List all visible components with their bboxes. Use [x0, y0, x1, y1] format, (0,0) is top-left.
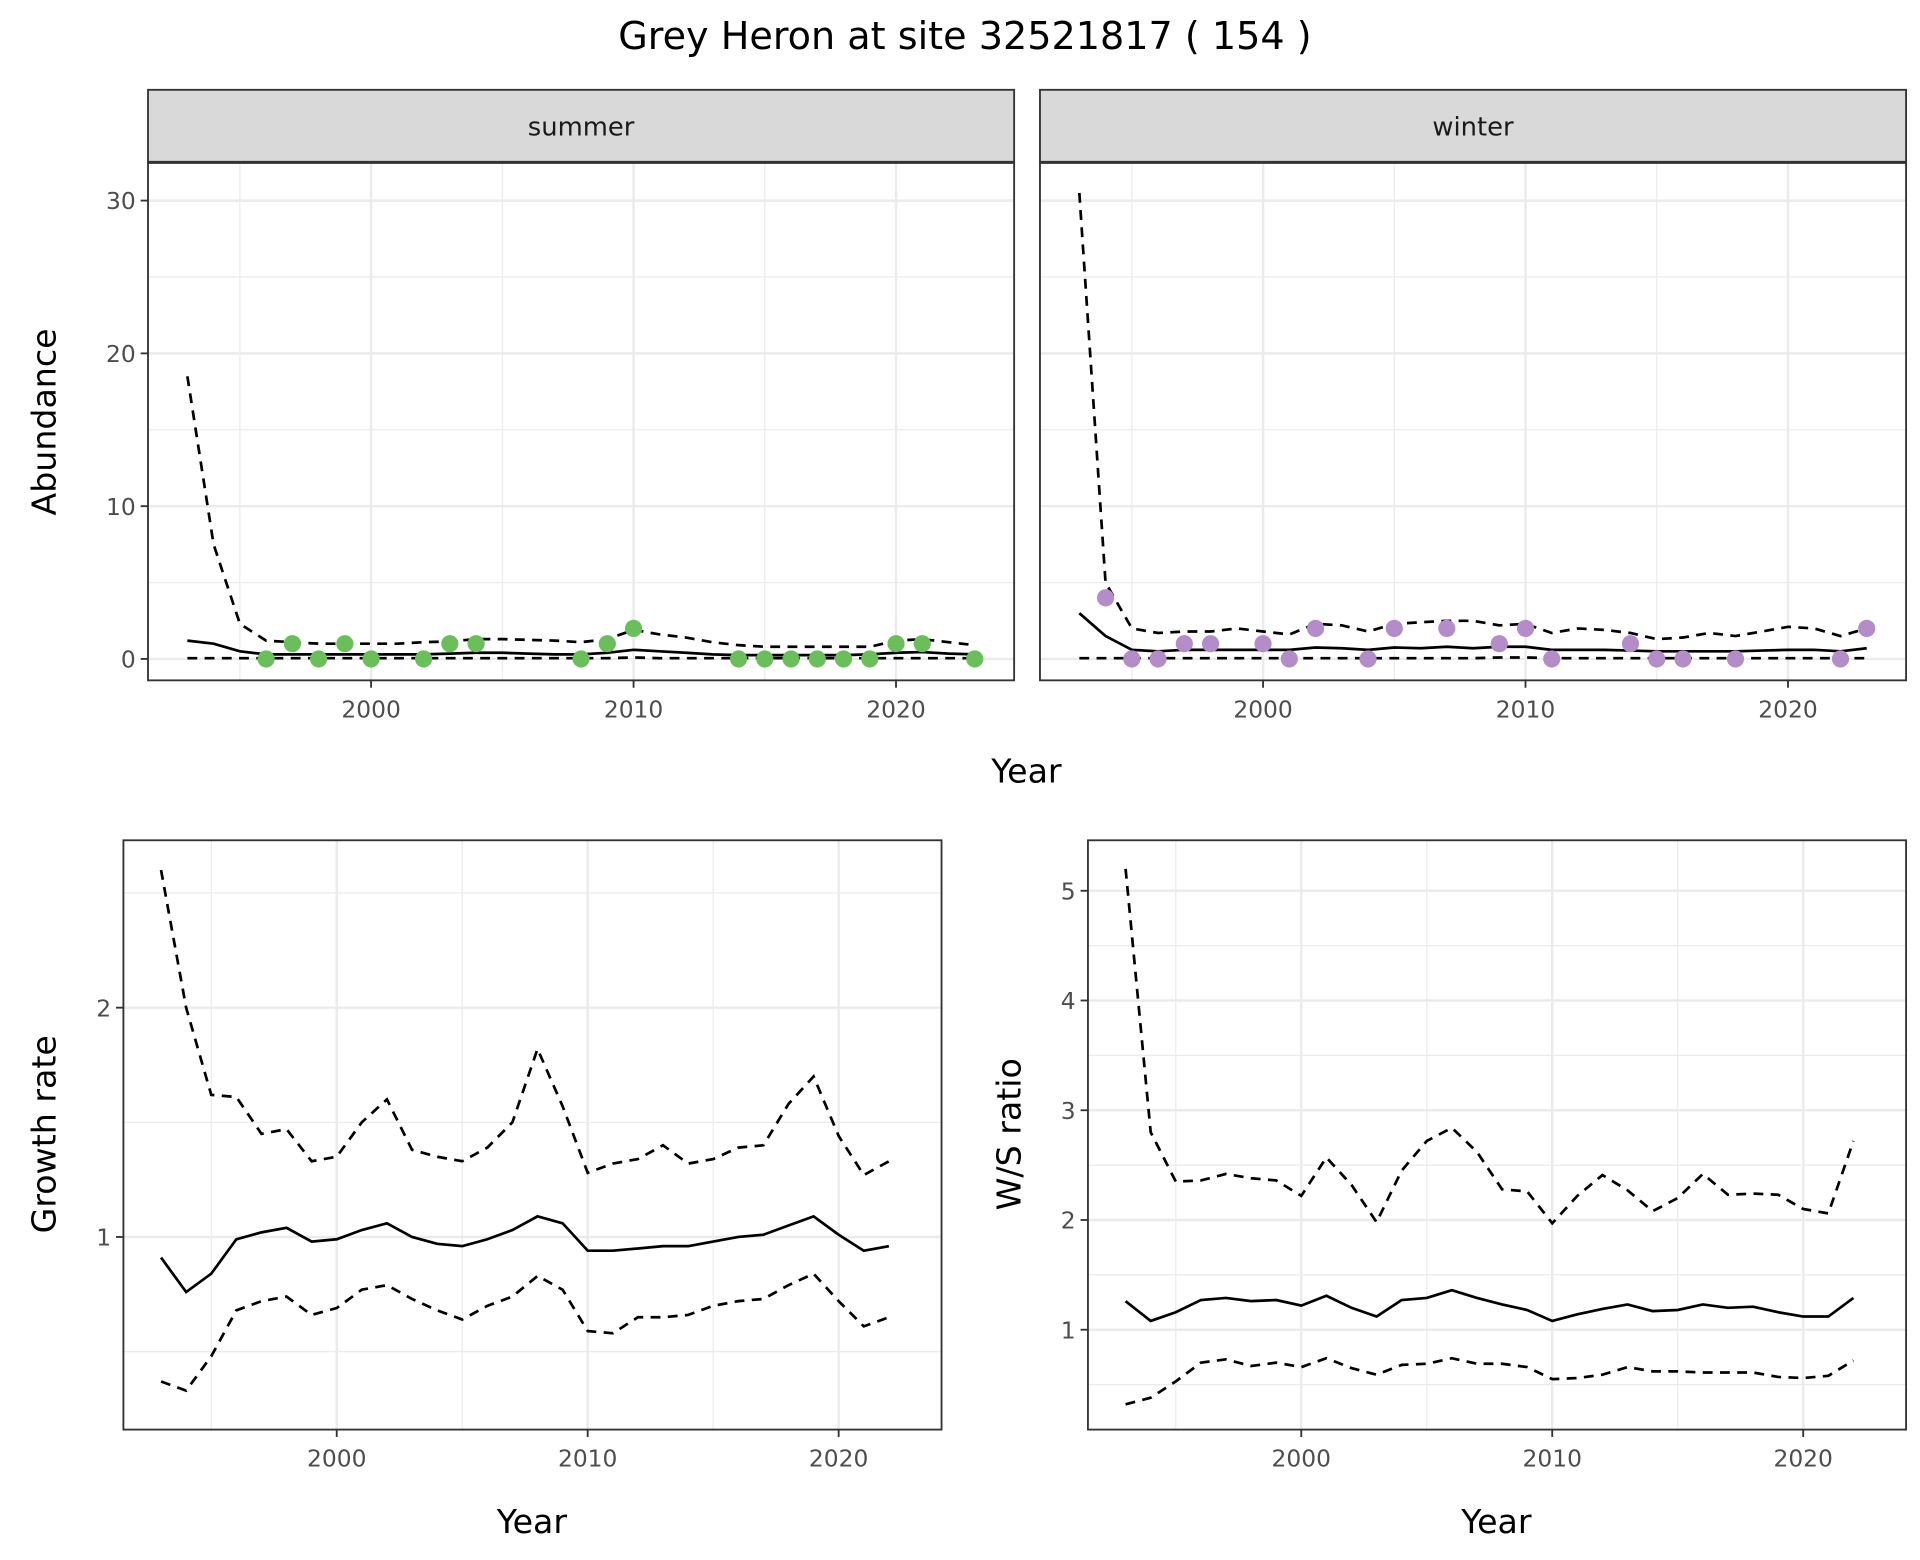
data-point	[1831, 650, 1850, 668]
data-point	[756, 650, 774, 668]
lower-line	[1125, 1356, 1855, 1406]
x-tick-label: 2010	[1523, 1444, 1582, 1472]
upper-line	[1077, 192, 1868, 641]
data-point	[624, 619, 643, 638]
x-tick-label: 2010	[1496, 695, 1555, 723]
plot-background	[148, 162, 1015, 681]
upper-line	[1124, 868, 1855, 1226]
data-point	[966, 650, 984, 668]
data-point	[441, 635, 459, 653]
upper-line	[186, 376, 975, 649]
y-tick-label: 3	[1061, 1097, 1076, 1125]
growth-x-axis-title: Year	[496, 1502, 568, 1541]
data-point	[834, 650, 853, 668]
y-tick-label: 0	[121, 646, 136, 674]
x-tick-label: 2020	[809, 1444, 868, 1472]
x-tick-label: 2000	[307, 1444, 366, 1472]
panel-ws: 2000 2010 2020 1 2 3 4 5	[1061, 839, 1908, 1472]
x-tick-label: 2000	[1233, 695, 1292, 723]
y-tick-label: 1	[1061, 1316, 1076, 1344]
data-point	[1123, 650, 1141, 668]
panel-summer: 2000 2010 2020 0 10 20 30	[106, 88, 1016, 723]
data-point	[1385, 619, 1403, 638]
panel-winter: 2000 2010 2020	[1039, 88, 1908, 723]
y-tick-label: 30	[106, 187, 136, 215]
panel-border	[1087, 839, 1908, 1431]
data-point	[1359, 650, 1377, 668]
data-point	[729, 650, 748, 668]
data-point	[861, 650, 879, 668]
strip-label-summer: summer	[528, 112, 635, 142]
x-tick-label: 2010	[604, 695, 663, 723]
data-point	[1096, 589, 1115, 607]
plot-background	[123, 840, 942, 1430]
facet-strip	[1039, 88, 1908, 164]
data-point	[1858, 619, 1876, 638]
panel-border	[122, 839, 943, 1431]
data-point	[467, 635, 485, 653]
data-point	[572, 650, 590, 668]
y-tick-label: 2	[96, 994, 111, 1022]
ws-y-axis-title: W/S ratio	[989, 1058, 1028, 1210]
data-point	[257, 650, 275, 668]
y-tick-label: 10	[106, 493, 136, 521]
data-point	[1543, 650, 1561, 668]
chart-title: Grey Heron at site 32521817 ( 154 )	[618, 14, 1311, 58]
data-point	[362, 650, 380, 668]
data-point	[1149, 650, 1167, 668]
data-point	[1648, 650, 1666, 668]
x-tick-label: 2010	[558, 1444, 617, 1472]
x-tick-label: 2000	[341, 695, 400, 723]
x-tick-label: 2020	[1758, 695, 1817, 723]
x-tick-label: 2020	[866, 695, 925, 723]
data-point	[598, 635, 616, 653]
data-point	[1674, 650, 1692, 668]
data-point	[1280, 650, 1298, 668]
growth-y-axis-title: Growth rate	[25, 1035, 64, 1233]
data-point	[414, 650, 433, 668]
x-tick-label: 2000	[1272, 1444, 1331, 1472]
y-tick-label: 5	[1061, 877, 1076, 905]
y-tick-label: 1	[96, 1224, 111, 1252]
data-point	[782, 650, 800, 668]
data-point	[887, 635, 905, 653]
data-point	[1621, 635, 1640, 653]
data-point	[1516, 619, 1535, 638]
data-point	[283, 635, 301, 653]
top-y-axis-title: Abundance	[25, 328, 64, 515]
upper-line	[159, 869, 890, 1177]
plot-background	[1087, 840, 1907, 1430]
data-point	[1175, 635, 1193, 653]
ws-x-axis-title: Year	[1460, 1502, 1532, 1541]
y-tick-label: 20	[106, 340, 136, 368]
data-point	[336, 635, 354, 653]
panel-growth: 2000 2010 2020 1 2	[96, 839, 943, 1472]
y-tick-label: 4	[1061, 987, 1076, 1015]
data-point	[1254, 635, 1272, 653]
y-tick-label: 2	[1061, 1207, 1076, 1235]
data-point	[808, 650, 826, 668]
plot-background	[1039, 162, 1907, 681]
data-point	[1438, 619, 1456, 638]
data-point	[1201, 635, 1220, 653]
data-point	[1306, 619, 1325, 638]
data-point	[310, 650, 328, 668]
data-point	[913, 635, 931, 653]
mean-line	[159, 1214, 890, 1294]
data-point	[1490, 635, 1508, 653]
x-tick-label: 2020	[1773, 1444, 1832, 1472]
mean-line	[1124, 1288, 1855, 1323]
top-x-axis-title: Year	[990, 751, 1062, 790]
data-point	[1726, 650, 1745, 668]
strip-label-winter: winter	[1432, 112, 1514, 142]
